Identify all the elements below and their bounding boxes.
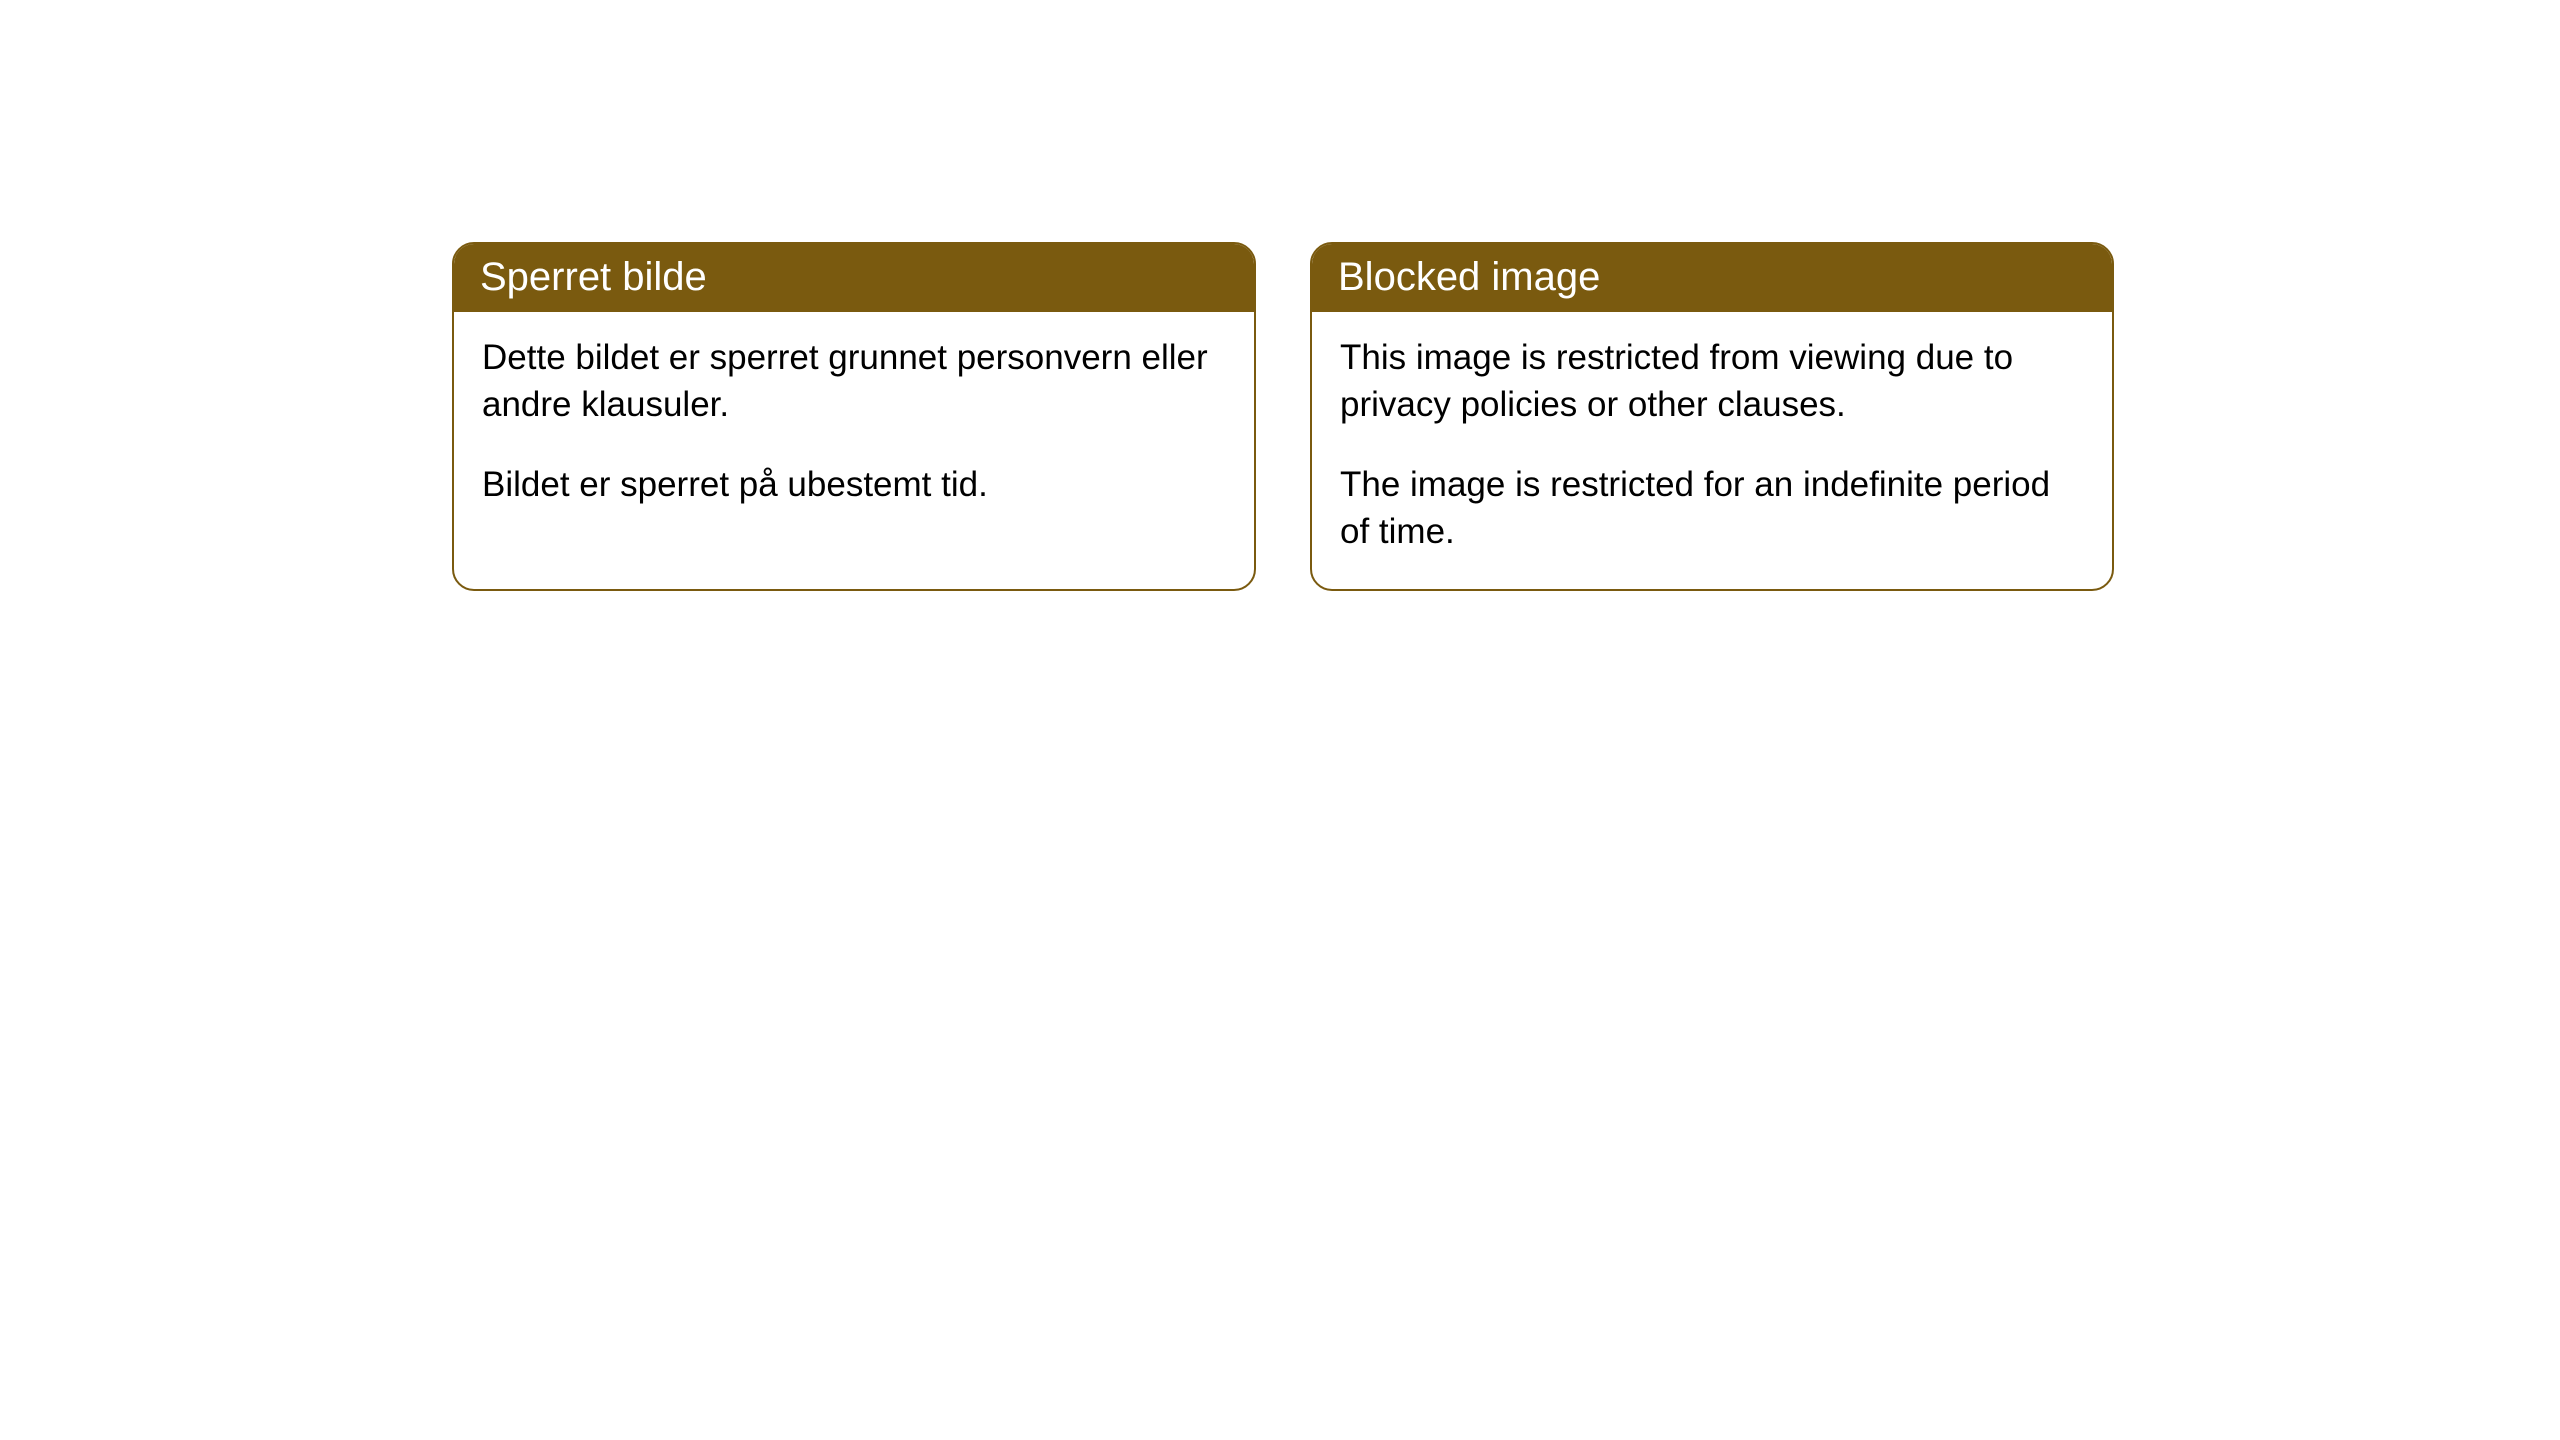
card-paragraph: Bildet er sperret på ubestemt tid. <box>482 461 1226 508</box>
cards-container: Sperret bilde Dette bildet er sperret gr… <box>452 242 2114 591</box>
card-body-norwegian: Dette bildet er sperret grunnet personve… <box>454 312 1254 542</box>
card-paragraph: Dette bildet er sperret grunnet personve… <box>482 334 1226 429</box>
card-header-english: Blocked image <box>1312 244 2112 312</box>
card-title: Blocked image <box>1338 255 1600 299</box>
card-paragraph: This image is restricted from viewing du… <box>1340 334 2084 429</box>
card-blocked-english: Blocked image This image is restricted f… <box>1310 242 2114 591</box>
card-header-norwegian: Sperret bilde <box>454 244 1254 312</box>
card-title: Sperret bilde <box>480 255 707 299</box>
card-body-english: This image is restricted from viewing du… <box>1312 312 2112 589</box>
card-paragraph: The image is restricted for an indefinit… <box>1340 461 2084 556</box>
card-blocked-norwegian: Sperret bilde Dette bildet er sperret gr… <box>452 242 1256 591</box>
